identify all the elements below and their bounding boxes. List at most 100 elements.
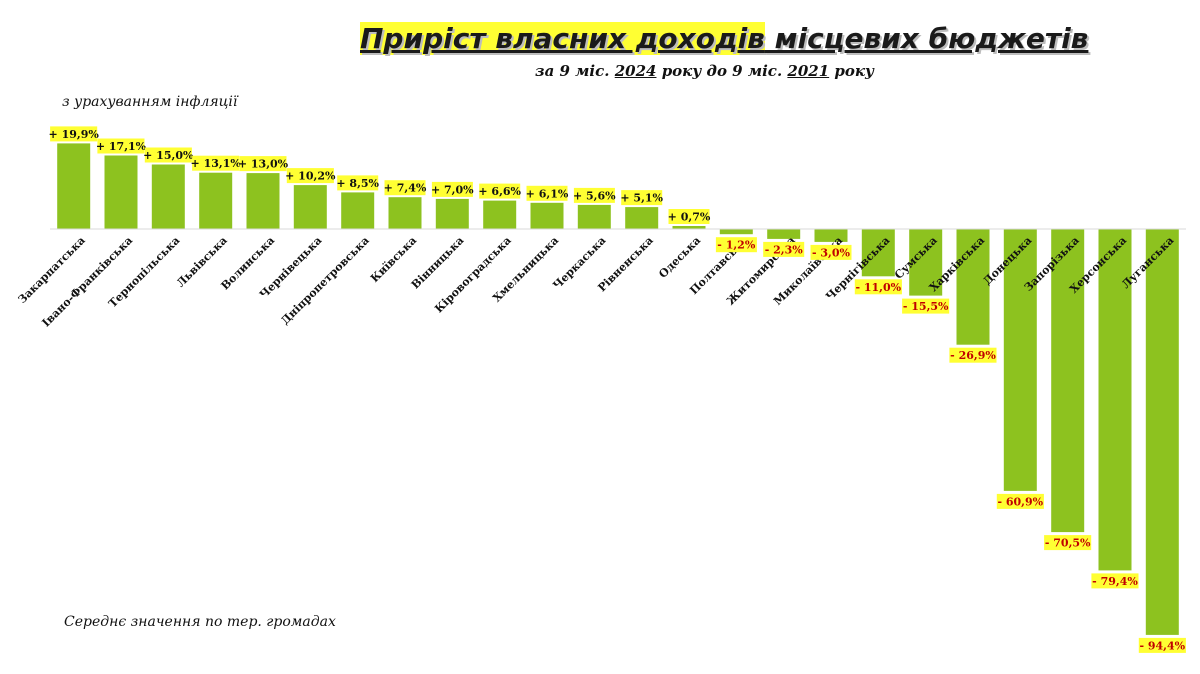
bar-2: [104, 155, 138, 229]
value-label-4: + 13,1%: [191, 155, 242, 171]
bar-10: [483, 200, 517, 229]
category-label-7: Дніпропетровська: [279, 234, 372, 327]
value-label-10: + 6,6%: [478, 183, 522, 199]
bar-5: [246, 173, 280, 229]
bar-4: [199, 172, 233, 229]
subtitle-pre: за 9 міс.: [535, 62, 615, 80]
value-label-9: + 7,0%: [431, 181, 474, 197]
value-label-21: - 60,9%: [996, 493, 1044, 509]
value-label-bg: [144, 147, 192, 163]
value-label-13: + 5,1%: [620, 190, 664, 206]
subtitle-year-start: 2024: [614, 62, 657, 80]
value-label-14: + 0,7%: [668, 209, 711, 224]
value-label-15: - 1,2%: [715, 237, 757, 253]
value-label-24: - 94,4%: [1138, 637, 1186, 653]
value-label-bg: [949, 347, 997, 363]
value-label-bg: [1138, 637, 1186, 653]
value-label-bg: [902, 298, 950, 314]
bar-15: [719, 229, 753, 235]
bar-12: [577, 204, 611, 229]
title-rest: місцевих бюджетів: [764, 22, 1089, 55]
value-label-text: - 3,0%: [812, 246, 851, 259]
bar-8: [388, 197, 422, 229]
value-label-bg: [286, 168, 334, 184]
value-label-text: + 8,5%: [336, 177, 379, 190]
value-label-bg: [97, 138, 145, 154]
value-label-bg: [384, 180, 426, 196]
value-label-17: - 3,0%: [810, 244, 852, 260]
value-label-text: - 1,2%: [717, 239, 756, 252]
value-label-text: - 26,9%: [950, 349, 996, 362]
value-label-text: + 5,1%: [620, 192, 663, 205]
chart-subtitle: за 9 міс. 2024 року до 9 міс. 2021 року: [535, 62, 874, 80]
title-highlight: Приріст власних доходів: [360, 22, 765, 55]
value-label-text: + 19,9%: [49, 128, 100, 141]
value-label-text: - 70,5%: [1045, 537, 1091, 550]
value-label-bg: [479, 183, 521, 199]
category-labels-layer: ЗакарпатськаІвано-ФранківськаТернопільсь…: [16, 234, 1177, 330]
bar-24: [1145, 229, 1179, 635]
value-label-bg: [715, 237, 757, 253]
value-label-7: + 8,5%: [336, 175, 380, 191]
chart-title: Приріст власних доходів місцевих бюджеті…: [360, 22, 1160, 55]
bar-17: [814, 229, 848, 242]
bar-22: [1051, 229, 1085, 533]
value-label-text: - 15,5%: [903, 300, 949, 313]
value-label-bg: [763, 241, 805, 257]
value-label-11: + 6,1%: [526, 185, 569, 201]
value-label-text: + 6,1%: [526, 187, 569, 200]
value-label-18: - 11,0%: [854, 279, 902, 295]
value-label-22: - 70,5%: [1044, 535, 1092, 551]
subtitle-year-end: 2021: [787, 62, 830, 80]
value-label-19: - 15,5%: [902, 298, 950, 314]
value-label-text: - 94,4%: [1139, 639, 1185, 652]
category-label-2: Івано-Франківська: [40, 234, 136, 330]
value-label-text: + 7,0%: [431, 183, 474, 196]
value-label-text: + 0,7%: [668, 211, 711, 224]
bar-1: [57, 143, 91, 229]
value-labels-layer: + 19,9%+ 17,1%+ 15,0%+ 13,1%+ 13,0%+ 10,…: [49, 126, 1186, 653]
bar-18: [861, 229, 895, 277]
value-label-text: + 10,2%: [285, 170, 336, 183]
value-label-text: + 15,0%: [143, 149, 194, 162]
value-label-text: + 13,1%: [191, 157, 242, 170]
bar-7: [341, 192, 375, 229]
bar-6: [293, 185, 327, 229]
value-label-text: - 11,0%: [855, 281, 901, 294]
average-note: Середнє значення по тер. громадах: [64, 614, 336, 630]
bar-14: [672, 226, 706, 229]
value-label-2: + 17,1%: [96, 138, 147, 154]
inflation-note: з урахуванням інфляції: [62, 94, 238, 110]
bar-23: [1098, 229, 1132, 571]
bar-9: [435, 198, 469, 229]
value-label-bg: [621, 190, 663, 206]
value-label-3: + 15,0%: [143, 147, 194, 163]
value-label-text: - 2,3%: [765, 243, 804, 256]
value-label-bg: [192, 155, 240, 171]
category-label-14: Одеська: [656, 234, 703, 281]
value-label-bg: [668, 209, 710, 224]
bars-layer: [57, 143, 1179, 635]
value-label-bg: [1091, 573, 1139, 589]
value-label-bg: [239, 156, 287, 172]
bar-13: [625, 207, 659, 229]
value-label-8: + 7,4%: [384, 180, 427, 196]
subtitle-mid: року до 9 міс.: [656, 62, 788, 80]
value-label-text: + 7,4%: [384, 182, 427, 195]
bar-21: [1003, 229, 1037, 491]
subtitle-post: року: [829, 62, 874, 80]
value-label-bg: [854, 279, 902, 295]
category-label-8: Київська: [368, 234, 419, 285]
value-label-bg: [526, 185, 568, 201]
value-label-12: + 5,6%: [573, 187, 616, 203]
value-label-bg: [1044, 535, 1092, 551]
value-label-bg: [810, 244, 852, 260]
value-label-5: + 13,0%: [238, 156, 289, 172]
value-label-bg: [337, 175, 379, 191]
value-label-text: + 5,6%: [573, 189, 616, 202]
bar-20: [956, 229, 990, 345]
value-label-23: - 79,4%: [1091, 573, 1139, 589]
value-label-bg: [431, 181, 473, 197]
value-label-text: - 60,9%: [997, 495, 1043, 508]
